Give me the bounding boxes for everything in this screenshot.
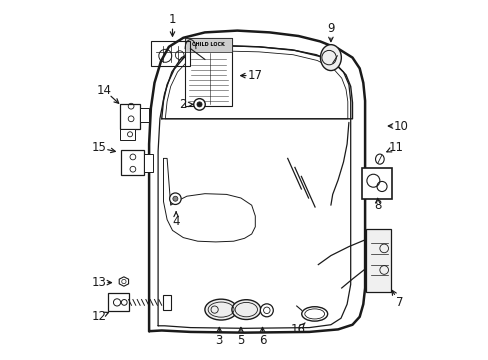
Bar	[185, 38, 231, 52]
Ellipse shape	[204, 299, 237, 320]
Circle shape	[169, 193, 181, 204]
Ellipse shape	[301, 307, 327, 321]
Bar	[144, 154, 153, 172]
Text: 17: 17	[247, 69, 262, 82]
Bar	[107, 293, 128, 311]
Bar	[185, 38, 231, 106]
Text: 16: 16	[290, 323, 305, 336]
Bar	[361, 168, 391, 199]
Text: 4: 4	[172, 215, 180, 228]
Text: 2: 2	[179, 98, 187, 111]
Polygon shape	[119, 277, 128, 286]
Circle shape	[193, 99, 205, 110]
Ellipse shape	[231, 300, 260, 320]
Bar	[151, 41, 190, 66]
Text: 1: 1	[168, 13, 176, 26]
Bar	[140, 108, 149, 122]
Bar	[120, 104, 140, 129]
Text: CHILD LOCK: CHILD LOCK	[192, 42, 224, 48]
Circle shape	[197, 102, 202, 107]
Bar	[120, 129, 134, 140]
Text: 13: 13	[91, 276, 106, 289]
Circle shape	[172, 196, 178, 201]
Text: 11: 11	[387, 141, 403, 154]
Bar	[121, 150, 144, 175]
Text: 10: 10	[393, 120, 407, 132]
Text: 6: 6	[258, 334, 265, 347]
Ellipse shape	[375, 154, 384, 164]
Circle shape	[260, 304, 273, 317]
Text: 7: 7	[395, 296, 402, 309]
Text: 12: 12	[91, 310, 106, 323]
Text: 5: 5	[237, 334, 244, 347]
Text: 14: 14	[97, 84, 111, 96]
Text: 3: 3	[215, 334, 223, 347]
Bar	[163, 295, 170, 310]
Ellipse shape	[320, 45, 341, 71]
Text: 15: 15	[91, 141, 106, 154]
Text: 8: 8	[373, 199, 381, 212]
Bar	[366, 229, 390, 292]
Text: 9: 9	[326, 22, 334, 35]
